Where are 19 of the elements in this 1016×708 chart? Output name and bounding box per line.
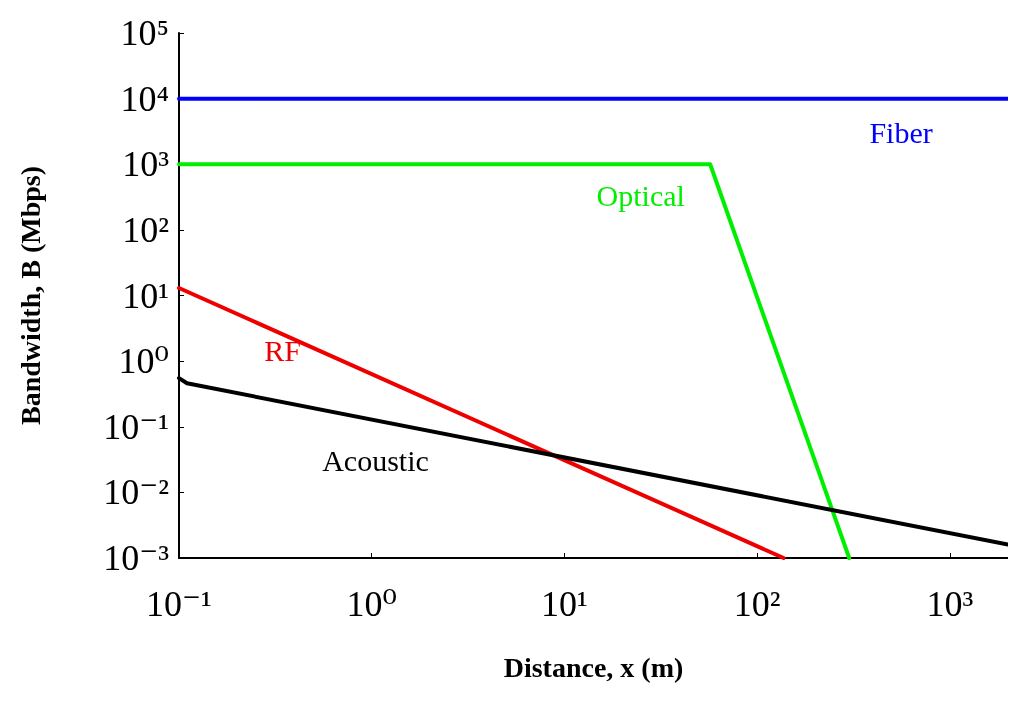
y-tick-label: 10⁻² (103, 472, 169, 513)
y-tick-label: 10¹ (122, 275, 169, 316)
x-tick-label: 10³ (926, 584, 974, 624)
x-tick-label: 10⁰ (346, 584, 397, 624)
series-label: Optical (596, 179, 685, 213)
y-axis-title: Bandwidth, B (Mbps) (14, 165, 46, 426)
y-tick-label: 10⁰ (118, 341, 169, 382)
series-label: Acoustic (322, 444, 429, 478)
x-axis-title: Distance, x (m) (503, 651, 684, 683)
series-label: Fiber (869, 115, 933, 149)
y-tick-label: 10⁵ (120, 13, 169, 53)
x-tick-label: 10² (733, 584, 781, 624)
y-tick-label: 10⁴ (120, 78, 169, 119)
y-tick-label: 10⁻³ (103, 538, 170, 578)
y-tick-label: 10² (122, 209, 169, 250)
y-tick-label: 10⁻¹ (103, 406, 169, 447)
series-label: RF (264, 334, 301, 368)
x-tick-label: 10¹ (541, 584, 588, 624)
y-tick-label: 10³ (122, 144, 170, 185)
